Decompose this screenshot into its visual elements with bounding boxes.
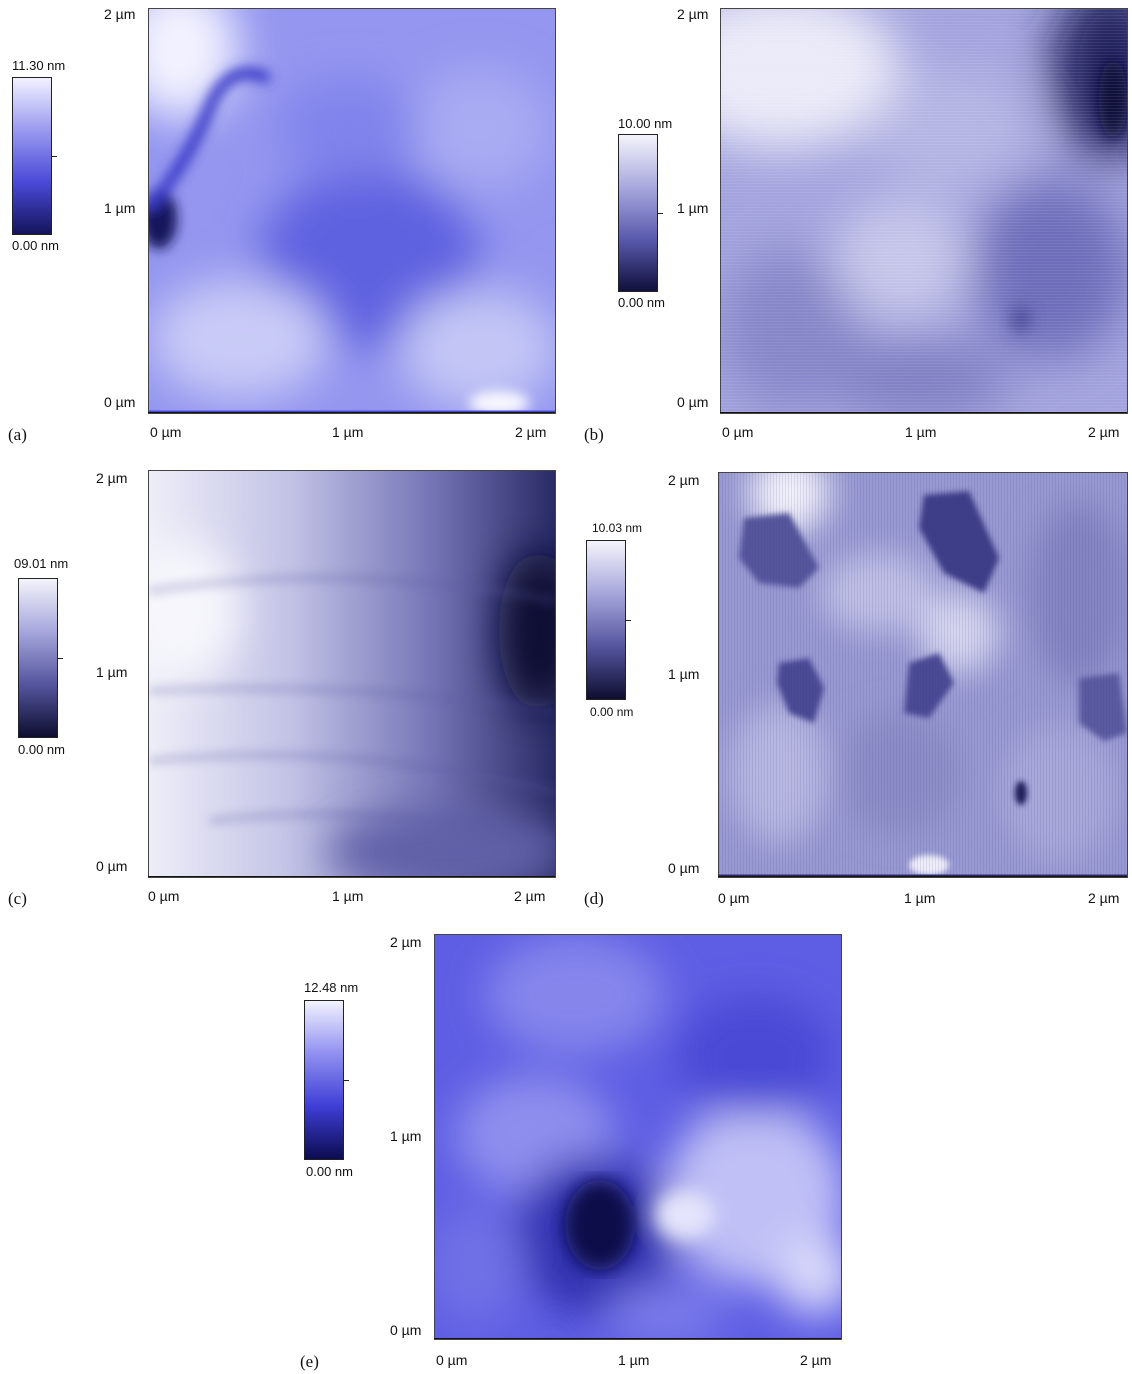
panel-d-label: (d): [584, 889, 604, 908]
colorbar-e-min-label: 0.00 nm: [306, 1164, 353, 1179]
panel-a-x-tick-2: 2 µm: [515, 424, 547, 440]
colorbar-d: [586, 540, 631, 700]
panel-c-y-tick-1: 1 µm: [96, 664, 128, 680]
panel-b-x-axis: [720, 412, 1127, 413]
panel-d-x-tick-2: 2 µm: [1088, 890, 1120, 906]
afm-image-c: [148, 470, 556, 878]
colorbar-e: [304, 1000, 349, 1160]
colorbar-a-mid-tick: [52, 156, 57, 157]
panel-b-x-tick-0: 0 µm: [722, 424, 754, 440]
colorbar-c-mid-tick: [58, 658, 63, 659]
colorbar-b: [618, 134, 663, 292]
panel-b-x-tick-1: 1 µm: [905, 424, 937, 440]
panel-c-x-axis: [148, 876, 555, 877]
panel-c-y-tick-0: 0 µm: [96, 858, 128, 874]
panel-a-label: (a): [8, 425, 27, 444]
colorbar-d-max-label: 10.03 nm: [592, 521, 643, 535]
panel-b-label: (b): [584, 425, 604, 444]
panel-e-x-axis: [434, 1338, 841, 1339]
panel-a-x-tick-1: 1 µm: [332, 424, 364, 440]
panel-c-x-tick-0: 0 µm: [148, 888, 180, 904]
afm-image-b: [720, 8, 1128, 414]
panel-c-x-tick-1: 1 µm: [332, 888, 364, 904]
panel-d-y-tick-1: 1 µm: [668, 666, 700, 682]
colorbar-e-mid-tick: [344, 1080, 349, 1081]
afm-image-a: [148, 8, 556, 414]
afm-image-d: [718, 472, 1128, 878]
colorbar-d-min-label: 0.00 nm: [590, 705, 634, 719]
colorbar-c-max-label: 09.01 nm: [14, 556, 69, 571]
colorbar-e-max-label: 12.48 nm: [304, 980, 359, 995]
panel-b-y-tick-1: 1 µm: [677, 200, 709, 216]
panel-d-x-tick-0: 0 µm: [718, 890, 750, 906]
panel-c-label: (c): [8, 889, 27, 908]
panel-e-x-tick-0: 0 µm: [436, 1352, 468, 1368]
panel-a-y-tick-0: 0 µm: [104, 394, 136, 410]
colorbar-a-max-label: 11.30 nm: [12, 58, 66, 73]
panel-b-y-tick-2: 2 µm: [677, 6, 709, 22]
panel-e-y-tick-1: 1 µm: [390, 1128, 422, 1144]
colorbar-b-max-label: 10.00 nm: [618, 116, 673, 131]
colorbar-b-min-label: 0.00 nm: [618, 295, 665, 310]
afm-image-e: [434, 934, 842, 1340]
panel-b-y-tick-0: 0 µm: [677, 394, 709, 410]
panel-b-x-tick-2: 2 µm: [1088, 424, 1120, 440]
panel-e-label: (e): [300, 1352, 319, 1371]
panel-a-y-tick-1: 1 µm: [104, 200, 136, 216]
colorbar-c: [18, 578, 63, 738]
panel-a-x-tick-0: 0 µm: [150, 424, 182, 440]
colorbar-d-mid-tick: [626, 620, 631, 621]
panel-e-x-tick-2: 2 µm: [800, 1352, 832, 1368]
colorbar-a: [12, 77, 57, 235]
panel-a-y-tick-2: 2 µm: [104, 6, 136, 22]
panel-e-y-tick-2: 2 µm: [390, 934, 422, 950]
colorbar-c-min-label: 0.00 nm: [18, 742, 65, 757]
panel-c-x-tick-2: 2 µm: [514, 888, 546, 904]
panel-d-y-tick-2: 2 µm: [668, 472, 700, 488]
panel-d-x-tick-1: 1 µm: [904, 890, 936, 906]
colorbar-b-mid-tick: [658, 213, 663, 214]
panel-e-x-tick-1: 1 µm: [618, 1352, 650, 1368]
panel-d-y-tick-0: 0 µm: [668, 860, 700, 876]
panel-c-y-tick-2: 2 µm: [96, 470, 128, 486]
panel-a-x-axis: [148, 412, 555, 413]
colorbar-a-min-label: 0.00 nm: [12, 238, 59, 253]
panel-d-x-axis: [718, 876, 1127, 877]
panel-e-y-tick-0: 0 µm: [390, 1322, 422, 1338]
